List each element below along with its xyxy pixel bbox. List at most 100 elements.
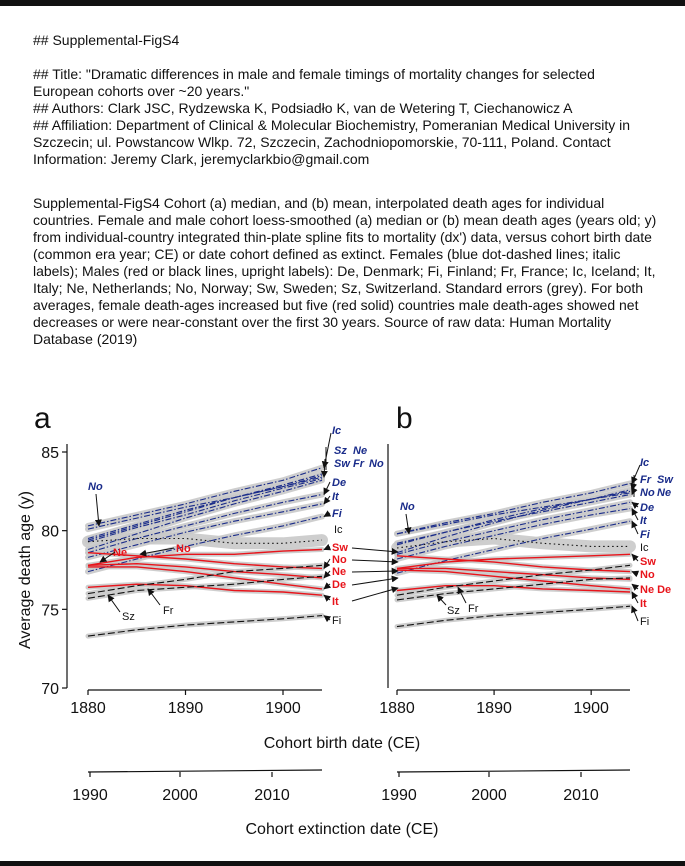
female-label-it: It (640, 515, 648, 527)
title-line: ## Title: "Dramatic differences in male … (33, 66, 595, 99)
cross-panel-arrow (351, 586, 399, 602)
page-bottom-rule (0, 861, 685, 866)
label-arrow (631, 605, 639, 622)
male-line-ic (87, 537, 323, 544)
figure-heading: ## Supplemental-FigS4 (33, 32, 180, 48)
label-arrow (436, 594, 447, 606)
male-line-ne (87, 562, 323, 579)
male-line-no (87, 552, 323, 570)
cross-panel-arrow (351, 558, 399, 566)
male-label-ic: Ic (640, 542, 649, 554)
female-label-ic: Ic (640, 457, 649, 469)
female-label-fi: Fi (332, 508, 343, 520)
male-line-sw (87, 548, 323, 566)
se-band-female-ic (85, 464, 325, 529)
male-label-it: It (332, 596, 339, 608)
female-label-sw: Sw (334, 458, 351, 470)
female-line-sw (87, 478, 323, 543)
female-label-fr: Fr (353, 458, 365, 470)
x-axis-title: Cohort birth date (CE) (264, 735, 421, 752)
female-label-ne: Ne (353, 445, 367, 457)
female-label-sw: Sw (657, 474, 674, 486)
female-label-fr: Fr (640, 474, 652, 486)
female-line-no (396, 492, 631, 535)
label-arrow (323, 594, 332, 602)
label-arrow (139, 547, 175, 557)
male-line-fi (396, 605, 631, 628)
female-line-fr (87, 479, 323, 551)
panel-letter-b: b (396, 402, 413, 435)
male-line-fi (87, 615, 323, 637)
female-label-sz: Sz (334, 445, 347, 457)
label-arrow (631, 553, 639, 562)
label-arrow (631, 570, 640, 578)
male-label-fi: Fi (640, 616, 649, 628)
male-label-sz: Sz (122, 611, 135, 623)
label-arrow (323, 481, 331, 496)
male-line-ne (397, 567, 631, 581)
male-label-it: It (640, 598, 647, 610)
cross-panel-arrow (351, 547, 399, 555)
x2-axis-title: Cohort extinction date (CE) (246, 821, 439, 838)
label-arrow (99, 551, 116, 563)
female-line-de (87, 493, 323, 554)
caption-text: Supplemental-FigS4 Cohort (a) median, an… (33, 195, 657, 347)
x-tick-label: 1890 (476, 700, 512, 717)
male-label-ne: Ne (332, 566, 346, 578)
x2-tick-label: 2000 (162, 787, 198, 804)
label-arrow (631, 464, 641, 485)
se-band-male-fi (394, 603, 633, 630)
male-label-no: No (332, 554, 347, 566)
female-line-sz (87, 473, 323, 541)
male-label-sz: Sz (447, 605, 460, 617)
female-label-ic: Ic (332, 425, 341, 437)
label-arrow (323, 543, 332, 551)
x-tick-label: 1880 (70, 700, 106, 717)
female-line-fi (87, 515, 323, 573)
x2-tick-label: 2000 (471, 787, 507, 804)
male-label-no: No (176, 543, 191, 555)
female-label-no: No (88, 481, 103, 493)
female-label-no: No (369, 458, 384, 470)
label-arrow (320, 458, 328, 478)
male-label-sw: Sw (332, 542, 348, 554)
male-line-fr (87, 564, 323, 595)
figure-caption: Supplemental-FigS4 Cohort (a) median, an… (33, 195, 658, 348)
panel-letter-a: a (34, 402, 51, 435)
male-line-fr (396, 564, 631, 596)
x-tick-label: 1900 (573, 700, 609, 717)
male-label-ne: Ne (113, 547, 127, 559)
male-line-sw (396, 553, 631, 570)
female-label-it: It (332, 491, 340, 503)
label-arrow (323, 582, 332, 590)
female-label-fi: Fi (640, 529, 651, 541)
male-line-sz (396, 577, 631, 601)
male-label-de: De (332, 579, 346, 591)
affiliation-line: ## Affiliation: Department of Clinical &… (33, 117, 631, 167)
female-label-no: No (400, 501, 415, 513)
male-line-it (396, 585, 631, 593)
x2-tick-label: 1990 (72, 787, 108, 804)
label-arrow (631, 501, 640, 509)
x-tick-label: 1900 (265, 700, 301, 717)
male-label-fr: Fr (468, 603, 479, 615)
x-tick-label: 1890 (168, 700, 204, 717)
label-arrow (457, 586, 467, 604)
y-tick-label: 85 (41, 445, 59, 462)
header-block: ## Supplemental-FigS4 ## Title: "Dramati… (33, 32, 658, 168)
female-line-ne (87, 475, 323, 540)
label-arrow (323, 510, 332, 517)
x-tick-label: 1880 (379, 700, 415, 717)
cross-panel-arrow (351, 567, 399, 575)
female-label-de: De (332, 477, 346, 489)
female-line-ic (87, 467, 323, 527)
label-arrow (631, 487, 638, 496)
label-arrow (631, 520, 639, 535)
female-label-no: No (640, 487, 655, 499)
label-arrow (147, 588, 161, 606)
male-label-ne-de: Ne De (640, 584, 671, 596)
label-arrow (323, 558, 331, 570)
male-line-ic (396, 537, 630, 549)
label-arrow (323, 615, 332, 623)
